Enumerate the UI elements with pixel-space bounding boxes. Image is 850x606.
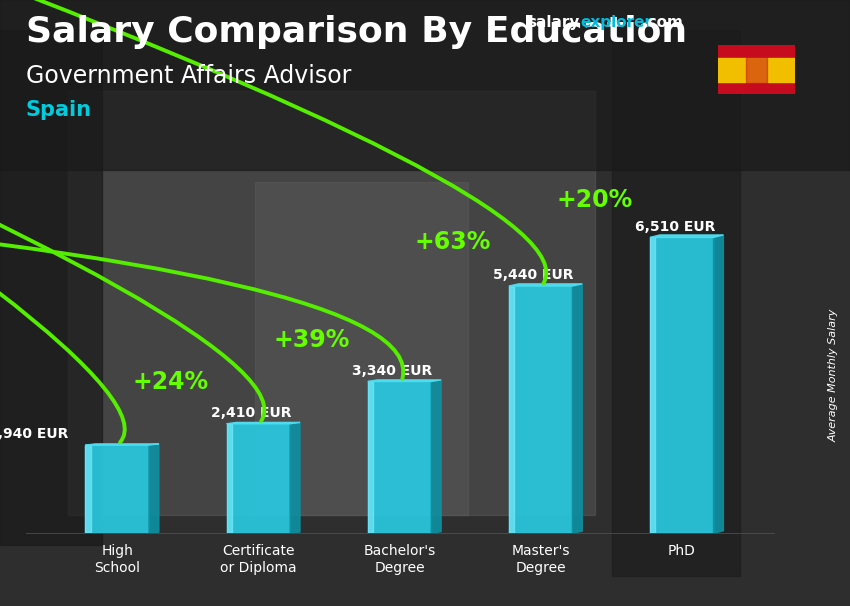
Text: +20%: +20% [556,188,632,213]
Polygon shape [650,235,723,238]
Polygon shape [509,286,572,533]
Bar [68,91,595,515]
Text: salary: salary [527,15,580,30]
Text: 5,440 EUR: 5,440 EUR [493,268,574,282]
Polygon shape [290,422,300,533]
Text: Government Affairs Advisor: Government Affairs Advisor [26,64,351,88]
Polygon shape [509,284,582,286]
Text: +24%: +24% [133,370,209,394]
Polygon shape [368,382,431,533]
Bar [612,30,740,576]
Polygon shape [227,422,300,424]
Text: explorer: explorer [581,15,653,30]
Bar [746,56,767,83]
Text: Spain: Spain [26,100,92,120]
Polygon shape [431,380,441,533]
Polygon shape [86,445,149,533]
Bar [718,58,795,82]
Polygon shape [86,445,91,533]
Text: +39%: +39% [274,328,350,352]
Text: Salary Comparison By Education: Salary Comparison By Education [26,15,687,49]
Text: 2,410 EUR: 2,410 EUR [211,406,292,420]
Polygon shape [227,424,290,533]
Text: +63%: +63% [415,230,491,255]
Text: 3,340 EUR: 3,340 EUR [352,364,433,378]
Polygon shape [368,380,441,382]
Polygon shape [650,238,655,533]
Polygon shape [368,382,373,533]
Text: .com: .com [643,15,683,30]
Polygon shape [86,444,159,445]
Bar [0,0,850,170]
Text: 6,510 EUR: 6,510 EUR [634,220,715,234]
Polygon shape [713,235,723,533]
Polygon shape [509,286,514,533]
Bar [255,182,468,515]
Polygon shape [149,444,159,533]
Polygon shape [572,284,582,533]
Polygon shape [227,424,232,533]
Text: 1,940 EUR: 1,940 EUR [0,427,69,441]
Bar [0,30,102,545]
Polygon shape [650,238,713,533]
Text: Average Monthly Salary: Average Monthly Salary [829,309,839,442]
